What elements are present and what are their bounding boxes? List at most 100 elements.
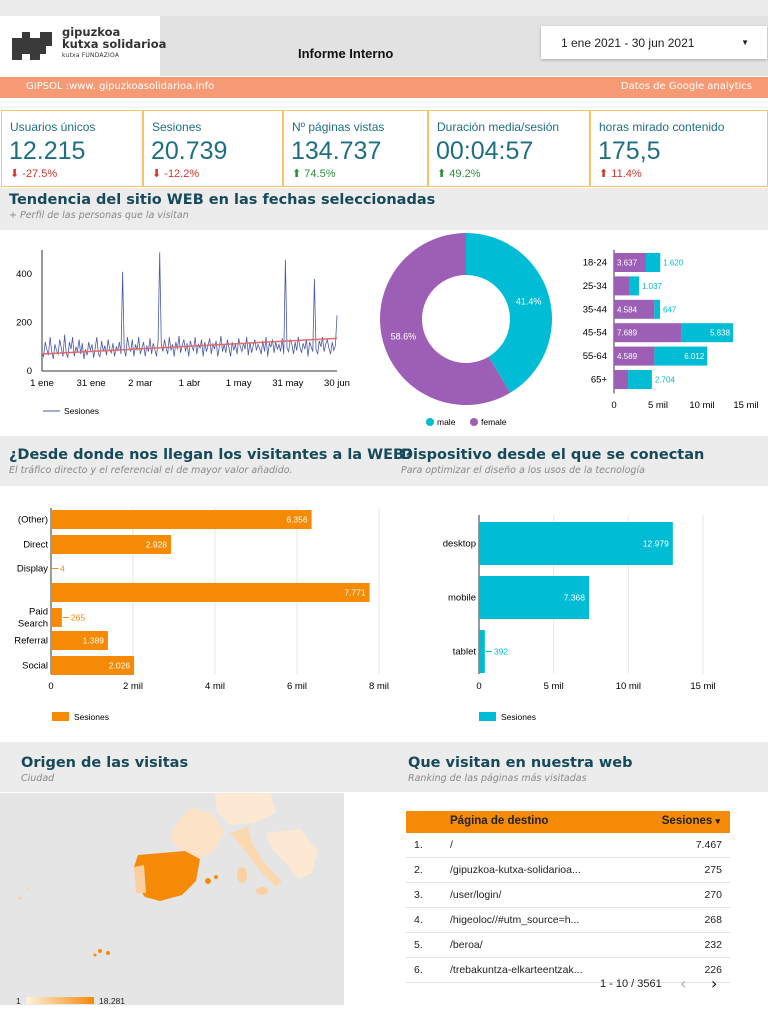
legend-label: Sesiones xyxy=(74,712,109,722)
category-label: Paid xyxy=(29,607,48,618)
bar-value-label: 4.589 xyxy=(617,352,638,361)
section-subtitle: Ranking de las páginas más visitadas xyxy=(408,773,587,784)
kpi-value: 20.739 xyxy=(151,137,228,165)
pagination-label: 1 - 10 / 3561 xyxy=(600,978,662,990)
bar xyxy=(51,608,62,627)
age-bar-panel: 18-24 3.637 1.620 25-34 1.037 35-44 4.584 647 45… xyxy=(578,232,768,430)
kpi-label: Nº páginas vistas xyxy=(292,120,385,134)
map-region-spain xyxy=(134,851,200,901)
slice-value-label: 41.4% xyxy=(516,297,542,307)
age-bar-chart: 18-24 3.637 1.620 25-34 1.037 35-44 4.584 647 45… xyxy=(583,250,759,411)
gender-donut-chart: 41.4% 58.6% male female xyxy=(380,233,552,427)
map-region-portugal xyxy=(134,865,146,893)
x-tick-label: 0 xyxy=(476,681,481,692)
kpi-value: 00:04:57 xyxy=(436,137,534,165)
bar-value-label: 12.979 xyxy=(643,539,669,549)
kpi-change: ⬆ 11.4% xyxy=(599,168,642,180)
site-url: GIPSOL :www. gipuzkoasolidarioa.info xyxy=(26,81,215,92)
bar xyxy=(479,630,485,673)
column-header-page[interactable]: Página de destino xyxy=(450,815,549,827)
table-row[interactable]: 5./beroa/232 xyxy=(406,933,730,958)
x-tick-label: 6 mil xyxy=(287,681,307,692)
kpi-value: 12.215 xyxy=(9,137,86,165)
bar-male xyxy=(681,323,734,343)
kpi-label: Duración media/sesión xyxy=(437,120,560,134)
date-range-picker[interactable]: 1 ene 2021 - 30 jun 2021 ▼ xyxy=(541,26,767,59)
table-row[interactable]: 4./higeoloc//#utm_source=h... 268 xyxy=(406,908,730,933)
bar-value-label: 6.012 xyxy=(684,352,705,361)
section-subtitle: El tráfico directo y el referencial el d… xyxy=(9,465,293,476)
category-label: Referral xyxy=(14,636,48,647)
bar xyxy=(479,576,590,619)
table-row[interactable]: 6./trebakuntza-elkarteentzak... 226 xyxy=(406,958,730,983)
bar-value-label: 1.037 xyxy=(642,282,663,291)
category-label: Direct xyxy=(23,540,48,551)
x-tick-label: 2 mar xyxy=(128,378,152,389)
bar-male xyxy=(654,346,708,366)
bar xyxy=(51,656,135,675)
bar-value-label: 1.620 xyxy=(663,259,684,268)
bar-male xyxy=(628,370,652,389)
trend-section-header: Tendencia del sitio WEB en las fechas se… xyxy=(0,188,768,230)
map-region-france xyxy=(170,807,224,859)
section-title: Origen de las visitas xyxy=(21,755,189,771)
bar-female xyxy=(614,299,655,319)
logo-title: gipuzkoa kutxa solidarioa xyxy=(62,25,167,51)
category-label: (Other) xyxy=(18,515,48,526)
category-label: 18-24 xyxy=(583,258,607,269)
sessions-line-chart: 0 200 400 1 ene 31 ene 2 mar 1 abr 1 may 31 may 3… xyxy=(16,250,350,416)
visits-map[interactable]: 1 18.281 xyxy=(0,793,344,1006)
channel-bar-chart: 0 2 mil 4 mil 6 mil 8 mil (Other) 6.356 Direct 2… xyxy=(14,508,389,722)
bar-value-label: 392 xyxy=(494,647,508,657)
x-tick-label: 1 abr xyxy=(179,378,201,389)
table-row[interactable]: 2./gipuzkoa-kutxa-solidarioa... 275 xyxy=(406,858,730,883)
bar-female xyxy=(614,276,630,296)
europe-map xyxy=(0,793,344,1005)
bar-value-label: 7.771 xyxy=(344,588,366,598)
bar-value-label: 1.389 xyxy=(83,636,105,646)
sort-desc-icon: ▾ xyxy=(715,816,720,826)
legend-swatch xyxy=(479,712,496,721)
x-tick-label: 4 mil xyxy=(205,681,225,692)
x-tick-label: 2 mil xyxy=(123,681,143,692)
pages-table: Página de destino Sesiones ▾ 1./7.467 2.… xyxy=(406,811,730,983)
category-label: Social xyxy=(22,661,48,672)
section-subtitle: + Perfil de las personas que la visitan xyxy=(9,210,189,221)
category-label: 25-34 xyxy=(583,281,607,292)
kpi-change: ⬆ 49.2% xyxy=(437,168,481,180)
slice-value-label: 58.6% xyxy=(391,331,417,341)
date-range-value: 1 ene 2021 - 30 jun 2021 xyxy=(561,35,695,50)
map-legend-max: 18.281 xyxy=(99,996,125,1006)
page-title: Informe Interno xyxy=(298,46,394,61)
column-header-sessions[interactable]: Sesiones ▾ xyxy=(661,815,720,827)
prev-page-icon[interactable]: ‹ xyxy=(680,974,687,993)
bar xyxy=(51,583,370,602)
section-subtitle: Ciudad xyxy=(21,773,55,784)
x-tick-label: 5 mil xyxy=(544,681,564,692)
line-chart-panel: 0 200 400 1 ene 31 ene 2 mar 1 abr 1 may 31 may 3… xyxy=(0,232,356,430)
bar-value-label: 265 xyxy=(71,613,85,623)
table-row[interactable]: 3./user/login/270 xyxy=(406,883,730,908)
kpi-value: 175,5 xyxy=(598,137,661,165)
next-page-icon[interactable]: › xyxy=(711,974,718,993)
bar-value-label: 7.689 xyxy=(617,329,638,338)
kpi-label: horas mirado contenido xyxy=(599,120,725,134)
table-row[interactable]: 1./7.467 xyxy=(406,833,730,858)
legend-label: Sesiones xyxy=(501,712,536,722)
legend-label: Sesiones xyxy=(64,406,99,416)
logo-subtitle: kutxa FUNDAZIOA xyxy=(62,52,120,59)
kpi-card: Usuarios únicos 12.215 ⬇ -27.5% xyxy=(1,110,143,187)
kpi-change: ⬇ -27.5% xyxy=(10,168,58,180)
kpi-card: Duración media/sesión 00:04:57 ⬆ 49.2% xyxy=(428,110,590,187)
x-tick-label: 30 jun xyxy=(324,378,350,389)
gender-pie-panel: 41.4% 58.6% male female xyxy=(360,232,575,430)
x-tick-label: 1 ene xyxy=(30,378,54,389)
bar-value-label: 6.356 xyxy=(286,515,308,525)
channel-chart-panel: 0 2 mil 4 mil 6 mil 8 mil (Other) 6.356 Direct 2… xyxy=(0,490,395,735)
donut-slice-male xyxy=(466,233,552,393)
table-header: Página de destino Sesiones ▾ xyxy=(406,811,730,833)
category-label: 65+ xyxy=(591,375,608,386)
bar xyxy=(51,510,312,529)
y-tick-label: 400 xyxy=(16,269,32,280)
bar-value-label: 5.838 xyxy=(710,329,731,338)
